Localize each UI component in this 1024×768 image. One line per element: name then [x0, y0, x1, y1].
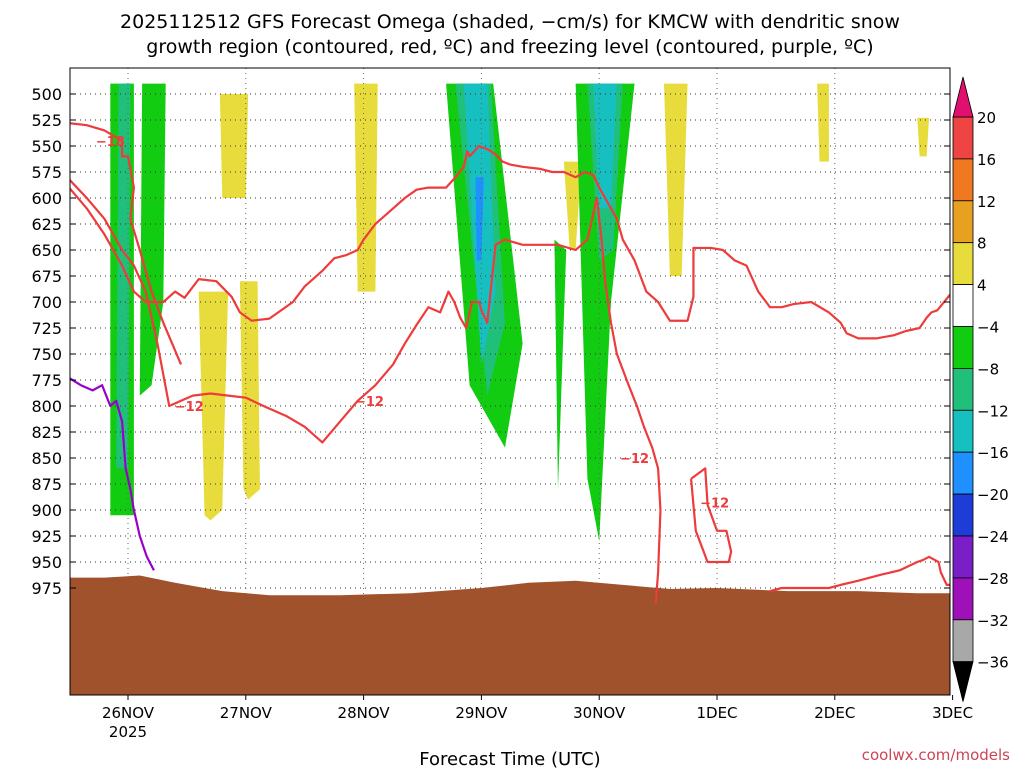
- y-tick-label: 775: [31, 371, 62, 390]
- omega-region-10: [917, 117, 930, 157]
- colorbar-bin: [952, 326, 974, 369]
- y-tick-label: 725: [31, 319, 62, 338]
- colorbar-tick-label: −8: [977, 360, 999, 378]
- colorbar-bin: [952, 535, 974, 579]
- y-tick-label: 875: [31, 475, 62, 494]
- omega-region-5: [239, 281, 260, 500]
- contour-series-2: [70, 178, 662, 604]
- x-tick-label: 27NOV: [220, 704, 273, 722]
- contour-series-1: [70, 144, 950, 340]
- colorbar-bin: [952, 409, 974, 453]
- colorbar-bin: [952, 200, 974, 244]
- credit-text: coolwx.com/models: [862, 746, 1010, 764]
- x-tick-label: 29NOV: [455, 704, 508, 722]
- y-tick-label: 550: [31, 137, 62, 156]
- x-tick-label: 30NOV: [573, 704, 626, 722]
- x-tick-label: 28NOV: [338, 704, 391, 722]
- omega-region-7: [563, 161, 582, 250]
- chart-title-line1: 2025112512 GFS Forecast Omega (shaded, −…: [120, 11, 900, 33]
- colorbar-tick-label: −32: [977, 612, 1009, 630]
- y-tick-label: 525: [31, 111, 62, 130]
- colorbar-bin: [952, 367, 974, 411]
- contour-label: −12: [620, 452, 649, 467]
- y-tick-label: 650: [31, 241, 62, 260]
- y-tick-label: 575: [31, 163, 62, 182]
- y-tick-label: 900: [31, 501, 62, 520]
- x-tick-label: 1DEC: [696, 704, 737, 722]
- contour-series-0: [70, 122, 183, 365]
- colorbar-tick-label: −24: [977, 528, 1009, 546]
- x-tick-sublabel: 2025: [109, 723, 147, 741]
- colorbar-bin: [952, 619, 974, 663]
- colorbar-tick-label: −28: [977, 570, 1009, 588]
- omega-region-9: [817, 83, 829, 162]
- colorbar-bin: [952, 577, 974, 621]
- colorbar-tick-label: −12: [977, 402, 1009, 420]
- colorbar-bin: [952, 493, 974, 537]
- colorbar-tick-label: 4: [977, 277, 987, 295]
- y-tick-label: 950: [31, 553, 62, 572]
- colorbar-tick-label: −36: [977, 654, 1009, 672]
- omega-region-1: [139, 83, 166, 396]
- x-axis-label: Forecast Time (UTC): [419, 749, 600, 768]
- contour-label: −18: [96, 135, 125, 150]
- y-tick-label: 600: [31, 189, 62, 208]
- colorbar-tick-label: 16: [977, 151, 996, 169]
- plot-area: −18 −12 −12 −12 −12: [70, 68, 950, 695]
- colorbar-tick-label: 8: [977, 235, 987, 253]
- omega-region-8: [663, 83, 688, 276]
- y-tick-label: 975: [31, 579, 62, 598]
- colorbar-tick-label: −16: [977, 444, 1009, 462]
- colorbar: 20 16 12 8 4 −4 −8 −12 −16 −20 −24 −28 −32 −36: [952, 76, 1009, 702]
- y-tick-label: 675: [31, 267, 62, 286]
- contour-label: −12: [700, 497, 729, 512]
- y-tick-label: 500: [31, 85, 62, 104]
- y-tick-label: 850: [31, 449, 62, 468]
- y-tick-label: 925: [31, 527, 62, 546]
- x-tick-label: 2DEC: [814, 704, 855, 722]
- omega-region-6: [354, 83, 378, 292]
- y-tick-label: 825: [31, 423, 62, 442]
- contour-series-5: [70, 377, 155, 571]
- y-tick-label: 625: [31, 215, 62, 234]
- colorbar-tick-label: −4: [977, 319, 999, 337]
- colorbar-bin: [952, 158, 974, 202]
- colorbar-bin: [952, 116, 974, 160]
- colorbar-bin: [952, 242, 974, 285]
- x-tick-label: 3DEC: [932, 704, 973, 722]
- colorbar-tick-label: 12: [977, 193, 996, 211]
- colorbar-tick-label: 20: [977, 109, 996, 127]
- y-tick-label: 800: [31, 397, 62, 416]
- omega-region-2: [116, 83, 131, 469]
- omega-region-4: [198, 291, 229, 521]
- axes: 500 525 550 575 600 625 650 675 700 725 750 775 800 8…: [31, 85, 973, 741]
- y-tick-label: 750: [31, 345, 62, 364]
- colorbar-under-arrow: [952, 661, 974, 702]
- chart-title-line2: growth region (contoured, red, ºC) and f…: [146, 36, 873, 58]
- colorbar-bin: [952, 284, 974, 327]
- terrain-fill: [70, 575, 950, 695]
- contour-label: −12: [355, 395, 384, 410]
- contour-series-4: [769, 555, 950, 593]
- x-tick-label: 26NOV: [102, 704, 155, 722]
- contour-series-3: [689, 467, 733, 564]
- plot-frame: [69, 67, 951, 696]
- omega-region-3: [219, 94, 249, 198]
- omega-region-18: [554, 239, 567, 490]
- colorbar-bin: [952, 451, 974, 495]
- colorbar-over-arrow: [952, 76, 974, 118]
- y-tick-label: 700: [31, 293, 62, 312]
- contour-label: −12: [175, 400, 204, 415]
- colorbar-tick-label: −20: [977, 486, 1009, 504]
